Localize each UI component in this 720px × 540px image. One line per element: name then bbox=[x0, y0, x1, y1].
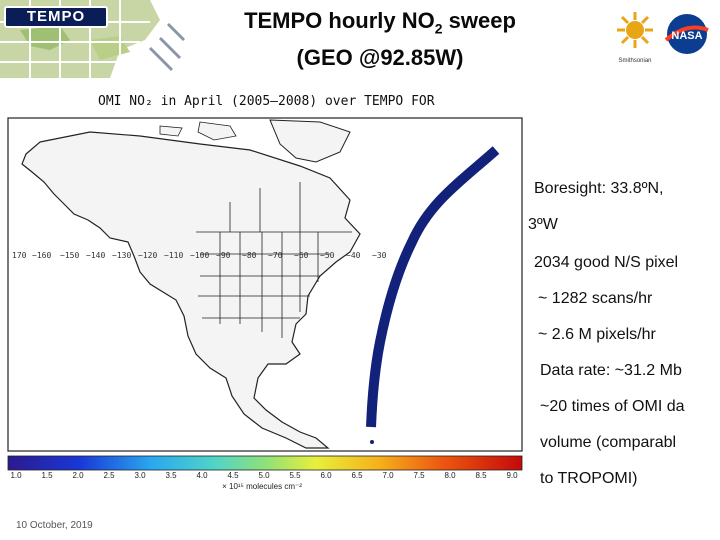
svg-text:−60: −60 bbox=[294, 251, 309, 260]
nasa-logo: NASA bbox=[664, 14, 709, 54]
svg-text:−130: −130 bbox=[112, 251, 131, 260]
smithsonian-logo: Smithsonian bbox=[617, 12, 653, 64]
svg-text:−50: −50 bbox=[320, 251, 335, 260]
north-america-outline bbox=[21, 131, 361, 449]
svg-text:NASA: NASA bbox=[671, 30, 702, 42]
header: TEMPO TEMPO hourly NO2 sweep (GEO @92.85… bbox=[0, 0, 720, 78]
title-line-1: TEMPO hourly NO2 sweep bbox=[244, 8, 516, 37]
bullet-pixels-hr: ~ 2.6 M pixels/hr bbox=[538, 326, 656, 343]
svg-text:6.0: 6.0 bbox=[320, 471, 332, 480]
svg-text:8.0: 8.0 bbox=[444, 471, 456, 480]
svg-text:−160: −160 bbox=[32, 251, 51, 260]
bullet-boresight-lon: 3ºW bbox=[528, 216, 558, 233]
bullet-pixels: 2034 good N/S pixel bbox=[534, 254, 679, 271]
swath-marker bbox=[370, 440, 374, 444]
tempo-sweep-map: 170 −160 −150 −140 −130 −120 −110 −100 −… bbox=[7, 117, 523, 491]
bullet-comparable: volume (comparabl bbox=[540, 434, 677, 451]
svg-text:−30: −30 bbox=[372, 251, 387, 260]
bullet-scans: ~ 1282 scans/hr bbox=[538, 290, 653, 307]
svg-text:7.0: 7.0 bbox=[382, 471, 394, 480]
figure-title: OMI NO₂ in April (2005–2008) over TEMPO … bbox=[98, 94, 435, 109]
tempo-logo: TEMPO bbox=[4, 6, 108, 28]
bullet-boresight: Boresight: 33.8ºN, bbox=[534, 180, 664, 197]
footer-date: 10 October, 2019 bbox=[16, 520, 93, 531]
svg-text:5.5: 5.5 bbox=[289, 471, 301, 480]
svg-text:−150: −150 bbox=[60, 251, 79, 260]
svg-text:−90: −90 bbox=[216, 251, 231, 260]
bullet-data-rate: Data rate: ~31.2 Mb bbox=[540, 362, 682, 379]
svg-text:1.5: 1.5 bbox=[41, 471, 53, 480]
svg-text:8.5: 8.5 bbox=[475, 471, 487, 480]
svg-text:−110: −110 bbox=[164, 251, 183, 260]
arctic-islands bbox=[159, 121, 237, 141]
tempo-sweep-swath bbox=[366, 146, 500, 428]
colorbar-unit: × 10¹⁵ molecules cm⁻² bbox=[222, 482, 302, 491]
title-line-2: (GEO @92.85W) bbox=[296, 45, 464, 71]
colorbar-ticks: 1.0 1.5 2.0 2.5 3.0 3.5 4.0 4.5 5.0 5.5 … bbox=[10, 471, 518, 480]
svg-text:9.0: 9.0 bbox=[506, 471, 518, 480]
slide-title: TEMPO hourly NO2 sweep (GEO @92.85W) bbox=[190, 6, 570, 72]
svg-text:4.0: 4.0 bbox=[196, 471, 208, 480]
svg-text:4.5: 4.5 bbox=[227, 471, 239, 480]
state-borders bbox=[196, 182, 352, 338]
bullet-tropomi: to TROPOMI) bbox=[540, 470, 638, 487]
svg-text:3.0: 3.0 bbox=[134, 471, 146, 480]
longitude-axis-labels: 170 −160 −150 −140 −130 −120 −110 −100 −… bbox=[12, 251, 387, 260]
svg-text:−120: −120 bbox=[138, 251, 157, 260]
svg-text:7.5: 7.5 bbox=[413, 471, 425, 480]
svg-text:6.5: 6.5 bbox=[351, 471, 363, 480]
svg-text:5.0: 5.0 bbox=[258, 471, 270, 480]
svg-text:−80: −80 bbox=[242, 251, 257, 260]
svg-text:2.5: 2.5 bbox=[103, 471, 115, 480]
svg-text:170: 170 bbox=[12, 251, 27, 260]
svg-text:Smithsonian: Smithsonian bbox=[618, 58, 651, 64]
greenland-outline bbox=[269, 119, 351, 163]
colorbar bbox=[7, 455, 523, 471]
bullet-list: Boresight: 33.8ºN, 3ºW 2034 good N/S pix… bbox=[520, 168, 720, 508]
svg-text:2.0: 2.0 bbox=[72, 471, 84, 480]
svg-text:−100: −100 bbox=[190, 251, 209, 260]
svg-text:−40: −40 bbox=[346, 251, 361, 260]
svg-text:−70: −70 bbox=[268, 251, 283, 260]
svg-text:3.5: 3.5 bbox=[165, 471, 177, 480]
bullet-omi-volume: ~20 times of OMI da bbox=[540, 398, 685, 415]
svg-text:−140: −140 bbox=[86, 251, 105, 260]
svg-text:1.0: 1.0 bbox=[10, 471, 22, 480]
